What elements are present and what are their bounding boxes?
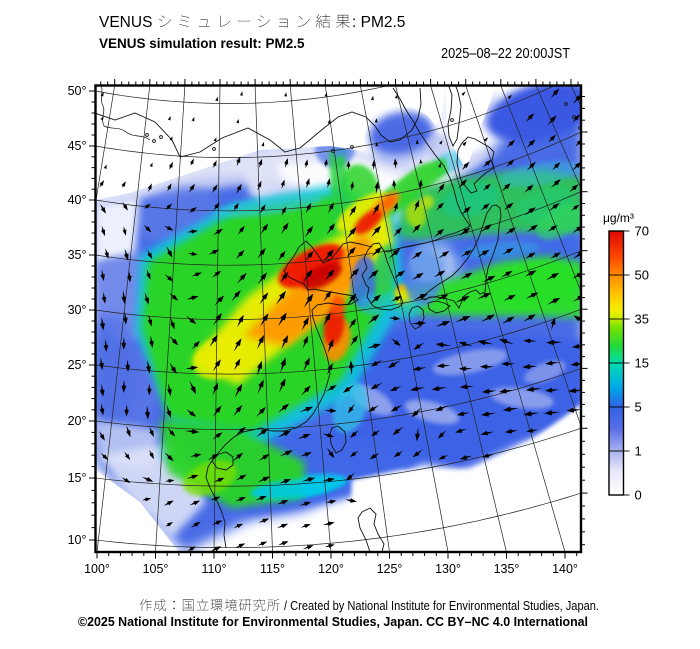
svg-text:/ Created by National Institut: / Created by National Institute for Envi…	[284, 598, 599, 613]
svg-text:115°: 115°	[260, 562, 285, 576]
svg-text:2025–08–22 20:00JST: 2025–08–22 20:00JST	[441, 46, 570, 62]
svg-text:20°: 20°	[68, 414, 87, 428]
svg-text:1: 1	[635, 444, 642, 459]
svg-text:110°: 110°	[202, 562, 227, 576]
svg-text:105°: 105°	[143, 562, 169, 576]
svg-text:μg/m³: μg/m³	[603, 211, 634, 225]
svg-text:125°: 125°	[377, 562, 403, 576]
svg-text:5: 5	[635, 400, 642, 415]
svg-text:70: 70	[635, 224, 649, 239]
svg-text:120°: 120°	[318, 562, 344, 576]
svg-text:25°: 25°	[68, 358, 87, 372]
svg-text:©2025 National Institute for E: ©2025 National Institute for Environment…	[78, 614, 588, 629]
svg-text:130°: 130°	[435, 562, 461, 576]
svg-text:VENUS simulation result: PM2.5: VENUS simulation result: PM2.5	[99, 36, 305, 51]
svg-text:100°: 100°	[84, 562, 110, 576]
svg-text:45°: 45°	[68, 139, 87, 153]
svg-text:135°: 135°	[494, 562, 520, 576]
svg-text:35: 35	[635, 312, 649, 327]
svg-text:50: 50	[635, 268, 649, 283]
svg-text:40°: 40°	[68, 193, 87, 207]
svg-text:50°: 50°	[68, 84, 87, 98]
svg-text:35°: 35°	[68, 248, 87, 262]
svg-text:0: 0	[635, 488, 642, 503]
svg-text:15°: 15°	[68, 471, 87, 485]
svg-text:: PM2.5: : PM2.5	[352, 14, 405, 31]
svg-text:30°: 30°	[68, 303, 87, 317]
svg-text:15: 15	[635, 356, 649, 371]
svg-text:10°: 10°	[68, 533, 87, 547]
svg-text:140°: 140°	[552, 562, 578, 576]
svg-text:VENUS: VENUS	[99, 14, 152, 31]
